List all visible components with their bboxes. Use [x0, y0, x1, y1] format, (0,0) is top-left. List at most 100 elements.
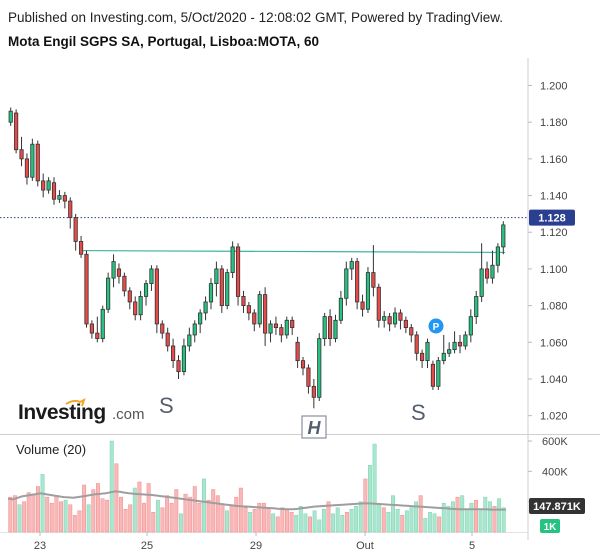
candle[interactable] — [333, 314, 338, 343]
candle[interactable] — [35, 140, 40, 187]
candle[interactable] — [208, 278, 214, 310]
candle[interactable] — [398, 309, 403, 330]
candle[interactable] — [311, 378, 316, 409]
candle[interactable] — [317, 333, 322, 401]
candle[interactable] — [360, 294, 365, 317]
candle[interactable] — [219, 265, 224, 313]
candle[interactable] — [203, 296, 208, 321]
candle[interactable] — [338, 290, 343, 324]
candle[interactable] — [84, 250, 89, 328]
candle[interactable] — [371, 245, 376, 297]
candle[interactable] — [306, 364, 311, 394]
candle[interactable] — [490, 250, 495, 284]
candle[interactable] — [268, 320, 273, 343]
candle[interactable] — [447, 342, 452, 357]
candle[interactable] — [68, 197, 73, 229]
candle[interactable] — [143, 279, 149, 306]
candle[interactable] — [387, 312, 392, 332]
candle[interactable] — [198, 309, 203, 334]
candle[interactable] — [252, 309, 257, 332]
candle[interactable] — [165, 327, 170, 352]
candle[interactable] — [430, 360, 436, 390]
candle[interactable] — [14, 109, 19, 154]
candle[interactable] — [300, 356, 306, 376]
candle[interactable] — [495, 243, 500, 273]
candle[interactable] — [171, 338, 176, 368]
candle[interactable] — [62, 191, 67, 209]
candle-body — [57, 195, 62, 200]
candle[interactable] — [187, 327, 192, 352]
candle[interactable] — [273, 316, 279, 335]
candle[interactable] — [457, 334, 463, 354]
candle[interactable] — [376, 283, 381, 328]
candle[interactable] — [225, 268, 230, 310]
candle[interactable] — [138, 290, 143, 321]
candle[interactable] — [290, 316, 295, 335]
candle[interactable] — [19, 136, 24, 167]
candle[interactable] — [106, 272, 111, 313]
candle[interactable] — [181, 338, 187, 376]
candle[interactable] — [484, 261, 490, 284]
candle[interactable] — [403, 316, 408, 334]
candle[interactable] — [111, 254, 116, 288]
candle[interactable] — [414, 331, 419, 361]
candle[interactable] — [322, 312, 327, 346]
candle[interactable] — [160, 320, 165, 339]
candle[interactable] — [230, 241, 235, 279]
candle[interactable] — [284, 316, 289, 339]
candle[interactable] — [176, 355, 181, 379]
candle[interactable] — [46, 177, 51, 194]
candle[interactable] — [122, 272, 127, 297]
candle[interactable] — [89, 320, 94, 339]
candle[interactable] — [263, 287, 268, 346]
candle[interactable] — [51, 177, 57, 205]
volume-bar — [86, 504, 91, 533]
candle[interactable] — [349, 257, 354, 280]
candle[interactable] — [355, 257, 360, 310]
candle[interactable] — [420, 349, 425, 368]
pivot-marker[interactable]: P — [428, 318, 444, 334]
candle[interactable] — [382, 311, 387, 328]
candle[interactable] — [100, 305, 105, 343]
candle[interactable] — [246, 301, 251, 321]
candle[interactable] — [425, 338, 430, 368]
candle[interactable] — [468, 309, 473, 343]
candle[interactable] — [57, 190, 62, 203]
candle[interactable] — [257, 290, 262, 328]
price-axis-tick-label: 1.080 — [540, 301, 568, 313]
candle[interactable] — [501, 221, 506, 255]
candle[interactable] — [41, 173, 46, 198]
candle[interactable] — [344, 261, 349, 306]
candle[interactable] — [214, 261, 219, 297]
candle[interactable] — [24, 153, 30, 185]
candle[interactable] — [149, 265, 154, 291]
candle[interactable] — [116, 263, 122, 284]
candle[interactable] — [295, 336, 300, 368]
candle[interactable] — [463, 331, 468, 350]
candle[interactable] — [8, 107, 13, 126]
candle[interactable] — [235, 243, 241, 306]
candle[interactable] — [436, 356, 441, 390]
candle[interactable] — [127, 287, 132, 310]
candle[interactable] — [409, 323, 414, 343]
candle[interactable] — [479, 243, 484, 302]
candle[interactable] — [365, 267, 371, 313]
candle[interactable] — [474, 290, 479, 324]
candle[interactable] — [192, 320, 197, 343]
volume-bar — [119, 496, 123, 533]
candle[interactable] — [452, 331, 457, 354]
candle[interactable] — [441, 334, 446, 365]
volume-bar — [344, 512, 349, 533]
candle[interactable] — [95, 316, 100, 343]
candle[interactable] — [30, 138, 35, 181]
candle[interactable] — [78, 235, 84, 258]
candle[interactable] — [327, 309, 333, 346]
volume-moving-average — [7, 490, 506, 511]
candle[interactable] — [279, 323, 284, 343]
candle[interactable] — [133, 296, 138, 321]
candle[interactable] — [392, 307, 398, 328]
candle[interactable] — [241, 290, 246, 313]
candle[interactable] — [73, 213, 78, 251]
candle[interactable] — [154, 265, 159, 334]
